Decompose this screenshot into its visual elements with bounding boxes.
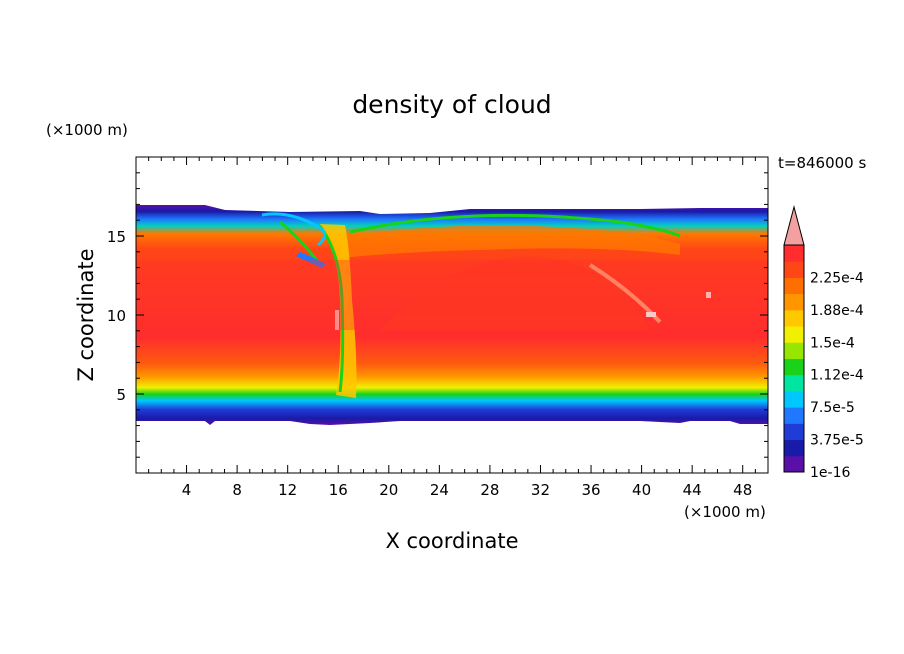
plume-tongue (296, 252, 326, 268)
x-tick-label: 20 (379, 481, 398, 499)
colorbar-swatch (784, 423, 804, 441)
x-tick-label: 28 (480, 481, 499, 499)
colorbar-label: 1.5e-4 (810, 335, 855, 351)
colorbar-label: 2.25e-4 (810, 270, 864, 286)
colorbar-label: 1.12e-4 (810, 368, 864, 384)
x-tick-label: 4 (182, 481, 192, 499)
colorbar-label: 7.5e-5 (810, 400, 855, 416)
white-speckle (706, 292, 711, 298)
x-tick-label: 36 (581, 481, 600, 499)
y-tick-label: 15 (107, 228, 126, 246)
time-label: t=846000 s (778, 154, 866, 172)
colorbar-swatch (784, 326, 804, 343)
y-tick-label: 10 (107, 307, 126, 325)
white-speckle (335, 310, 339, 330)
colorbar-swatch (784, 455, 804, 473)
chart-title: density of cloud (352, 90, 551, 119)
colorbar-swatch (784, 245, 804, 262)
x-axis-label: X coordinate (385, 529, 518, 553)
plume-edge (279, 220, 345, 393)
plume-upper-loop (261, 212, 326, 247)
colorbar-extend-arrow (783, 205, 805, 246)
x-unit-label: (×1000 m) (684, 503, 766, 521)
core-region (136, 260, 768, 330)
cloud-density-field (136, 205, 768, 425)
dome-interior (380, 256, 650, 330)
y-axis-ticks: 5 10 15 (107, 172, 768, 458)
colorbar-swatch (784, 277, 804, 295)
x-tick-label: 40 (632, 481, 651, 499)
colorbar-swatch (784, 293, 804, 311)
x-axis-ticks: 4 8 12 16 20 24 28 32 36 40 44 48 (148, 157, 756, 499)
colorbar-label: 1.88e-4 (810, 303, 864, 319)
x-tick-label: 12 (278, 481, 297, 499)
colorbar-swatch (784, 374, 804, 392)
colorbar-swatch (784, 390, 804, 408)
colorbar-swatch (784, 439, 804, 457)
colorbar-swatch (784, 342, 804, 359)
x-tick-label: 48 (733, 481, 752, 499)
x-tick-label: 32 (531, 481, 550, 499)
y-axis-label: Z coordinate (74, 248, 98, 381)
y-unit-label: (×1000 m) (46, 121, 128, 139)
x-tick-label: 24 (430, 481, 449, 499)
colorbar-swatch (784, 358, 804, 376)
plume-core (320, 224, 357, 398)
colorbar-swatch (784, 309, 804, 327)
white-speckle (646, 312, 656, 317)
dome-top-band (340, 225, 680, 258)
y-tick-label: 5 (116, 386, 126, 404)
dome-edge (349, 213, 681, 238)
colorbar-swatch (784, 407, 804, 424)
colorbar-label: 3.75e-5 (810, 433, 864, 449)
colorbar-swatch (784, 261, 804, 278)
colorbar-label: 1e-16 (810, 465, 850, 481)
x-tick-label: 16 (329, 481, 348, 499)
x-tick-label: 44 (683, 481, 702, 499)
x-tick-label: 8 (232, 481, 242, 499)
colorbar: 1e-16 3.75e-5 7.5e-5 1.12e-4 1.5e-4 1.88e-4 2.… (783, 205, 864, 481)
